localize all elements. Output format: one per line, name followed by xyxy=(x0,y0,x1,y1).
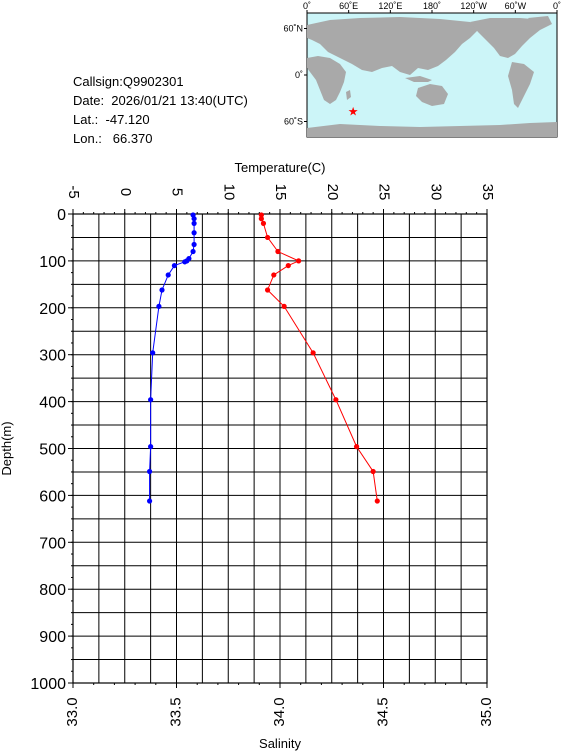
salinity-line xyxy=(260,214,378,502)
temp-tick-label: 25 xyxy=(376,184,393,201)
land-africa xyxy=(307,56,346,104)
temperature-point xyxy=(191,230,197,236)
temperature-point xyxy=(150,350,156,356)
date-text: Date: 2026/01/21 13:40(UTC) xyxy=(73,93,248,108)
temperature-point xyxy=(171,262,178,269)
station-marker: ★ xyxy=(348,105,359,119)
land-australia xyxy=(416,84,448,106)
temp-tick-label: 30 xyxy=(427,184,444,201)
chart-series xyxy=(146,212,380,504)
map-lon-label: 120˚W xyxy=(460,1,487,11)
land-indonesia xyxy=(405,76,432,82)
temperature-point xyxy=(191,241,197,248)
land-greenland xyxy=(528,16,552,30)
temperature-point xyxy=(156,303,162,309)
depth-tick-label: 0 xyxy=(57,207,66,224)
depth-tick-label: 200 xyxy=(39,301,66,318)
land-eurasia xyxy=(307,17,478,75)
salinity-point xyxy=(310,350,316,356)
salinity-point xyxy=(353,444,360,450)
temp-tick-label: 20 xyxy=(324,184,341,201)
map-lat-label: 0˚ xyxy=(295,70,303,80)
depth-tick-label: 700 xyxy=(39,535,66,552)
temperature-point xyxy=(191,216,197,222)
salinity-point xyxy=(258,212,264,218)
temperature-point xyxy=(165,272,171,278)
temperature-point xyxy=(146,498,153,504)
land-madagascar xyxy=(346,90,351,100)
depth-tick-label: 600 xyxy=(39,488,66,505)
sal-tick-label: 34.0 xyxy=(271,697,288,726)
land-north-america xyxy=(470,18,545,58)
depth-tick-label: 500 xyxy=(39,442,66,459)
depth-axis-title: Depth(m) xyxy=(0,421,14,475)
depth-tick-label: 100 xyxy=(39,254,66,271)
salinity-point xyxy=(258,216,264,222)
salinity-point xyxy=(281,303,287,309)
map-ticks xyxy=(304,10,558,122)
temp-axis-title: Temperature(C) xyxy=(234,160,325,175)
temperature-point xyxy=(159,287,165,293)
temperature-point xyxy=(148,444,154,450)
temperature-point xyxy=(190,248,196,255)
map-lon-label: 0˚ xyxy=(553,1,561,11)
salinity-point xyxy=(271,272,277,278)
temperature-point xyxy=(191,220,197,226)
map-lon-label: 60˚W xyxy=(505,1,527,11)
temp-tick-label: -5 xyxy=(65,185,82,198)
map-lon-label: 120˚E xyxy=(378,1,402,11)
map-lat-labels: 60˚N 0˚ 60˚S xyxy=(283,24,303,127)
map-land xyxy=(307,16,557,137)
depth-tick-label: 300 xyxy=(39,348,66,365)
temperature-point xyxy=(182,259,188,265)
salinity-point xyxy=(264,234,271,241)
salinity-point xyxy=(333,397,339,403)
temp-tick-label: 15 xyxy=(272,184,289,201)
depth-tick-label: 900 xyxy=(39,629,66,646)
map-lon-label: 0˚ xyxy=(303,1,311,11)
latitude-text: Lat.: -47.120 xyxy=(73,112,150,127)
salinity-point xyxy=(285,262,291,269)
chart-grid xyxy=(72,213,488,684)
salinity-point xyxy=(370,468,376,475)
temperature-point xyxy=(146,468,153,475)
depth-tick-label: 800 xyxy=(39,582,66,599)
salinity-point xyxy=(296,258,302,264)
map-lat-label: 60˚S xyxy=(284,117,303,127)
sal-tick-label: 33.0 xyxy=(64,697,81,726)
longitude-text: Lon.: 66.370 xyxy=(73,131,153,146)
location-map: 0˚ 60˚E 120˚E 180˚ 120˚W 60˚W 0˚ 60˚N 0˚ 60˚S ★ xyxy=(283,1,561,138)
sal-tick-label: 35.0 xyxy=(478,697,495,726)
sal-tick-label: 33.5 xyxy=(167,697,184,726)
map-lon-label: 60˚E xyxy=(339,1,358,11)
sal-tick-label: 34.5 xyxy=(374,697,391,726)
depth-tick-label: 400 xyxy=(39,395,66,412)
land-antarctica xyxy=(307,122,557,137)
map-lon-labels: 0˚ 60˚E 120˚E 180˚ 120˚W 60˚W 0˚ xyxy=(303,1,561,11)
land-south-america xyxy=(508,62,534,108)
temperature-point xyxy=(148,397,154,403)
temp-tick-label: 10 xyxy=(220,184,237,201)
depth-tick-label: 1000 xyxy=(30,676,66,693)
salinity-point xyxy=(260,220,267,226)
salinity-point xyxy=(374,498,380,504)
station-info: Callsign:Q9902301 Date: 2026/01/21 13:40… xyxy=(73,72,248,148)
temp-tick-label: 5 xyxy=(169,188,186,196)
map-lon-label: 180˚ xyxy=(423,1,441,11)
sal-axis-title: Salinity xyxy=(259,736,301,751)
callsign-text: Callsign:Q9902301 xyxy=(73,74,184,89)
map-lat-label: 60˚N xyxy=(283,24,303,34)
temp-tick-label: 0 xyxy=(117,188,134,196)
temp-tick-label: 35 xyxy=(479,184,496,201)
chart-axes: -5 0 5 10 15 20 25 30 35 Temperature(C) 33.0 33.5 34… xyxy=(0,160,496,751)
salinity-point xyxy=(275,248,281,255)
salinity-point xyxy=(264,287,271,293)
